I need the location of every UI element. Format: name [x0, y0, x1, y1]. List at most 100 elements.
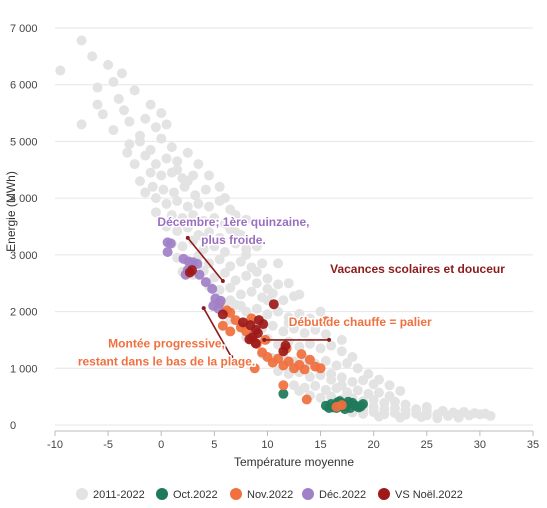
data-point	[267, 320, 278, 331]
data-point	[230, 238, 241, 249]
data-point	[315, 392, 326, 403]
data-point	[324, 402, 335, 413]
data-point	[336, 380, 347, 391]
data-point	[262, 273, 273, 284]
annotation-text: restant dans le bas de la plage.	[78, 354, 255, 368]
data-point	[134, 136, 145, 147]
data-point	[336, 346, 347, 357]
grid-layer	[55, 27, 533, 426]
legend-swatch	[156, 488, 168, 500]
data-point	[336, 334, 347, 345]
annotation-connector-end	[262, 337, 267, 342]
data-point	[299, 364, 310, 375]
data-point	[140, 150, 151, 161]
data-point	[204, 201, 215, 212]
data-point	[113, 93, 124, 104]
data-point	[310, 324, 321, 335]
data-point	[150, 193, 161, 204]
data-point	[251, 303, 262, 314]
legend-label: Déc.2022	[319, 489, 366, 501]
y-tick-label: 5 000	[10, 136, 38, 148]
annotation-text: Montée progressive,	[108, 336, 225, 350]
annotation-connector	[187, 237, 224, 282]
data-point	[310, 380, 321, 391]
data-point	[225, 261, 236, 272]
data-point	[214, 285, 225, 296]
data-point	[103, 59, 114, 70]
data-point	[336, 372, 347, 383]
legend-item[interactable]: Déc.2022	[302, 488, 366, 501]
data-point	[108, 76, 119, 87]
legend-label: Nov.2022	[247, 489, 293, 501]
data-point	[315, 306, 326, 317]
annotation-text-layer: Décembre; 1ère quinzaine, plus froide. Vac…	[76, 213, 506, 370]
data-point	[225, 282, 236, 293]
data-point	[87, 51, 98, 62]
data-point	[373, 374, 384, 385]
data-point	[241, 249, 252, 260]
data-point	[207, 283, 218, 294]
data-point	[251, 278, 262, 289]
data-point	[326, 368, 337, 379]
points-layer	[55, 35, 496, 424]
data-point	[156, 133, 167, 144]
data-point	[437, 405, 448, 416]
data-point	[273, 258, 284, 269]
data-point	[97, 109, 108, 120]
data-point	[250, 338, 261, 349]
data-point	[165, 238, 176, 249]
x-tick-label: 5	[211, 439, 217, 451]
data-point	[188, 235, 199, 246]
data-point	[188, 210, 199, 221]
data-point	[262, 283, 273, 294]
legend-item[interactable]: 2011-2022	[76, 488, 145, 501]
data-point	[219, 247, 230, 258]
legend-item[interactable]: Nov.2022	[230, 488, 293, 501]
y-tick-label: 3 000	[10, 250, 38, 262]
data-point	[336, 400, 347, 411]
annotation-lines-layer	[185, 235, 332, 359]
annotation-connector	[203, 307, 233, 358]
annotation-connector-end	[185, 235, 190, 240]
data-point	[320, 384, 331, 395]
data-point	[283, 356, 294, 367]
data-point	[134, 176, 145, 187]
series-0	[55, 35, 496, 424]
data-point	[156, 108, 167, 119]
x-tick-label: -10	[47, 439, 63, 451]
data-point	[182, 176, 193, 187]
data-point	[122, 147, 133, 158]
data-point	[119, 105, 130, 116]
x-tick-label: 25	[421, 439, 433, 451]
x-tick-label: 0	[158, 439, 164, 451]
data-point	[326, 340, 337, 351]
data-point	[373, 387, 384, 398]
data-point	[246, 286, 257, 297]
data-point	[230, 210, 241, 221]
data-point	[326, 391, 337, 402]
data-point	[278, 326, 289, 337]
legend-item[interactable]: Oct.2022	[156, 488, 218, 501]
data-point	[225, 326, 236, 337]
data-point	[145, 167, 156, 178]
legend-item[interactable]: VS Noël.2022	[378, 488, 463, 501]
data-point	[177, 212, 188, 223]
data-point	[301, 394, 312, 405]
data-point	[156, 215, 167, 226]
data-point	[384, 380, 395, 391]
data-point	[352, 385, 363, 396]
data-point	[55, 65, 66, 76]
data-point	[198, 215, 209, 226]
legend: 2011-2022 Oct.2022 Nov.2022 Déc.2022 VS Noël…	[76, 488, 463, 501]
data-point	[230, 275, 241, 286]
data-point	[304, 371, 315, 382]
y-tick-label: 6 000	[10, 80, 38, 92]
data-point	[320, 355, 331, 366]
data-point	[283, 317, 294, 328]
data-point	[416, 412, 427, 423]
annotation-connector-end	[201, 306, 206, 311]
legend-swatch	[230, 488, 242, 500]
y-axis-title: Energie (MWh)	[4, 171, 18, 252]
